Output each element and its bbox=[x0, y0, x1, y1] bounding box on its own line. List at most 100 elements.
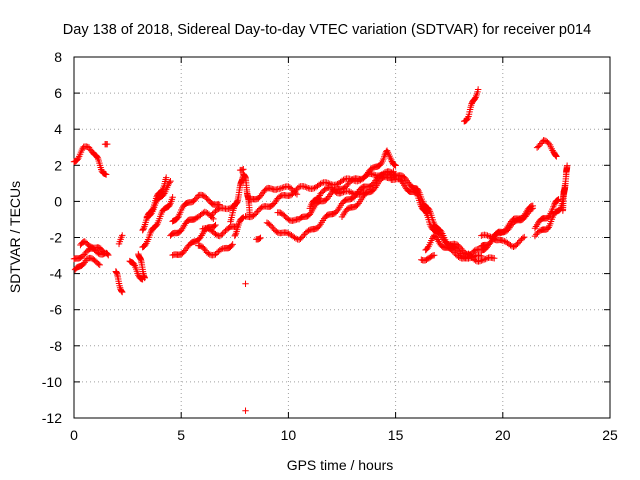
data-point bbox=[213, 206, 221, 214]
data-point bbox=[81, 251, 88, 258]
data-track bbox=[274, 147, 399, 224]
data-point bbox=[430, 251, 438, 259]
data-point bbox=[515, 239, 523, 246]
data-point bbox=[466, 251, 474, 259]
data-point bbox=[342, 183, 350, 190]
data-point bbox=[96, 261, 103, 269]
data-point bbox=[232, 231, 239, 238]
data-point bbox=[464, 114, 471, 122]
y-tick-label: 6 bbox=[54, 85, 62, 101]
data-point bbox=[153, 221, 161, 228]
data-point bbox=[551, 201, 558, 209]
data-point bbox=[491, 255, 498, 262]
data-point bbox=[555, 196, 562, 203]
data-point bbox=[257, 234, 264, 242]
data-point bbox=[270, 200, 278, 207]
data-point bbox=[212, 251, 219, 258]
data-point bbox=[347, 189, 355, 196]
data-point bbox=[229, 241, 236, 248]
data-track bbox=[422, 232, 472, 262]
data-point bbox=[452, 250, 459, 258]
data-point bbox=[303, 184, 310, 191]
y-tick-label: 4 bbox=[54, 121, 62, 137]
data-point bbox=[449, 247, 456, 255]
data-point bbox=[216, 246, 223, 254]
data-point bbox=[324, 194, 331, 202]
data-point bbox=[162, 174, 170, 181]
data-point bbox=[102, 171, 110, 178]
data-point bbox=[554, 196, 562, 204]
data-point bbox=[74, 156, 81, 163]
data-point bbox=[285, 216, 292, 223]
data-point bbox=[270, 225, 277, 233]
data-point bbox=[273, 228, 280, 235]
x-tick-label: 10 bbox=[281, 427, 297, 443]
data-point bbox=[478, 232, 485, 239]
data-point bbox=[322, 185, 330, 192]
data-point bbox=[298, 234, 305, 241]
data-point bbox=[288, 185, 295, 192]
data-track bbox=[246, 183, 301, 203]
data-track bbox=[199, 223, 241, 240]
data-point bbox=[472, 257, 479, 264]
data-track bbox=[169, 221, 219, 259]
data-point bbox=[256, 235, 263, 242]
data-point bbox=[468, 253, 475, 260]
data-point bbox=[309, 185, 317, 192]
data-point bbox=[242, 407, 249, 414]
data-point bbox=[463, 116, 471, 123]
data-point bbox=[165, 202, 173, 210]
data-point bbox=[317, 190, 324, 197]
data-point bbox=[219, 230, 226, 237]
data-point bbox=[483, 254, 491, 262]
data-point bbox=[536, 141, 543, 149]
data-point bbox=[507, 242, 514, 249]
y-axis-label: SDTVAR / TECUs bbox=[7, 181, 23, 293]
data-point bbox=[233, 200, 240, 207]
data-point bbox=[205, 250, 212, 257]
data-point bbox=[192, 195, 200, 202]
data-track bbox=[70, 143, 110, 178]
data-track bbox=[236, 166, 247, 174]
data-point bbox=[425, 206, 433, 214]
data-point bbox=[218, 231, 225, 239]
data-point bbox=[94, 154, 101, 161]
data-point bbox=[370, 185, 378, 193]
data-point bbox=[281, 212, 288, 219]
data-point bbox=[118, 288, 125, 295]
data-point bbox=[424, 244, 431, 252]
data-point bbox=[471, 95, 479, 102]
data-track bbox=[253, 234, 264, 243]
data-point bbox=[513, 241, 520, 249]
y-tick-label: -2 bbox=[50, 230, 63, 246]
data-point bbox=[455, 253, 462, 261]
data-track bbox=[531, 196, 562, 232]
y-tick-label: 0 bbox=[54, 193, 62, 209]
data-point bbox=[553, 153, 560, 160]
data-point bbox=[253, 209, 260, 217]
data-track bbox=[242, 407, 249, 414]
data-point bbox=[451, 249, 458, 256]
data-point bbox=[119, 288, 126, 296]
data-point bbox=[212, 221, 219, 229]
x-tick-label: 0 bbox=[70, 427, 78, 443]
data-track bbox=[135, 250, 148, 282]
data-point bbox=[286, 184, 294, 191]
y-tick-label: 2 bbox=[54, 157, 62, 173]
data-track bbox=[533, 137, 560, 160]
data-point bbox=[414, 186, 422, 193]
data-track bbox=[115, 232, 126, 248]
data-point bbox=[105, 251, 112, 259]
x-tick-label: 20 bbox=[495, 427, 511, 443]
data-point bbox=[349, 176, 356, 183]
data-point bbox=[472, 94, 479, 101]
data-point bbox=[293, 191, 301, 198]
data-point bbox=[258, 204, 265, 211]
data-point bbox=[267, 222, 275, 229]
data-point bbox=[340, 176, 347, 183]
data-point bbox=[301, 231, 308, 238]
data-point bbox=[289, 186, 296, 194]
data-point bbox=[377, 161, 384, 168]
data-track bbox=[143, 177, 174, 221]
data-point bbox=[332, 188, 339, 195]
